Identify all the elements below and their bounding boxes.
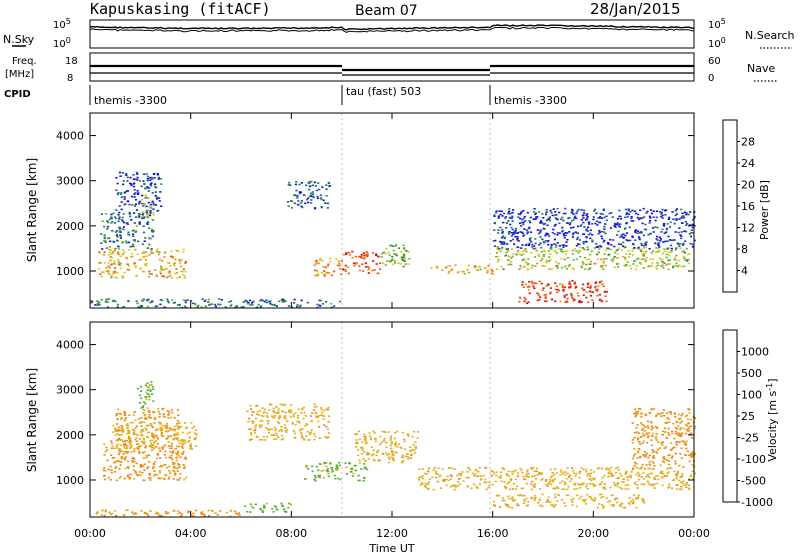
velocity-region-10 xyxy=(244,502,292,513)
power-region-9 xyxy=(495,246,691,271)
velocity-region-6 xyxy=(354,430,420,464)
noise-tick-bottom-right: 100 xyxy=(708,36,726,50)
colorbar-tick-label: -25 xyxy=(741,432,759,445)
power-region-11 xyxy=(518,280,608,305)
power-region-1 xyxy=(100,212,155,250)
velocity-region-7 xyxy=(417,466,696,491)
x-tick-label: 00:00 xyxy=(74,527,106,540)
noise-sky-series xyxy=(89,24,695,31)
power-region-10 xyxy=(492,207,697,250)
x-tick-label: 08:00 xyxy=(275,527,307,540)
velocity-y-axis: 1000 2000 3000 4000 xyxy=(56,339,694,487)
colorbar-frame xyxy=(722,329,738,503)
colorbar-tick-label: 500 xyxy=(741,367,762,380)
velocity-colorbar-label: Velocity [m s-1] xyxy=(765,378,779,461)
power-region-4 xyxy=(286,180,331,210)
nave-tick-bottom: 0 xyxy=(708,73,714,84)
power-region-2 xyxy=(115,171,163,214)
y-tick-label: 2000 xyxy=(56,220,84,233)
power-panel: 1000 2000 3000 4000 Slant Range [km] xyxy=(25,112,697,309)
cpid-segment-3: themis -3300 xyxy=(494,94,567,107)
freq-unit-label: [MHz] xyxy=(5,69,34,80)
freq-tick-bottom: 8 xyxy=(67,73,73,84)
x-tick-label: 04:00 xyxy=(175,527,207,540)
nave-label: Nave xyxy=(747,62,775,75)
colorbar-tick-label: -100 xyxy=(741,453,766,466)
nsearch-label: N.Search xyxy=(745,29,795,42)
x-tick-label: 20:00 xyxy=(577,527,609,540)
velocity-region-2 xyxy=(111,421,198,450)
x-tick-label: 16:00 xyxy=(477,527,509,540)
freq-label: Freq. xyxy=(12,56,37,67)
noise-tick-top-left: 105 xyxy=(53,17,71,31)
colorbar-tick-label: 1000 xyxy=(741,346,769,359)
y-tick-label: 2000 xyxy=(56,429,84,442)
noise-tick-bottom-left: 100 xyxy=(53,36,71,50)
velocity-colorbar: 1000 500 100 25 -25 -100 -500 -1000 xyxy=(722,329,773,509)
colorbar-tick-label: -500 xyxy=(741,475,766,488)
y-tick-label: 4000 xyxy=(56,339,84,352)
y-tick-label: 4000 xyxy=(56,130,84,143)
colorbar-tick-label: -1000 xyxy=(741,496,773,509)
colorbar-tick-label: 25 xyxy=(741,410,755,423)
cpid-row: CPID themis -3300 tau (fast) 503 themis … xyxy=(4,85,567,107)
velocity-region-0 xyxy=(102,440,188,482)
y-tick-label: 1000 xyxy=(56,265,84,278)
y-tick-label: 3000 xyxy=(56,384,84,397)
noise-panel: N.Sky 105 100 105 100 N.Search xyxy=(3,17,795,50)
time-x-axis: 00:00 04:00 08:00 12:00 16:00 20:00 00:00 xyxy=(74,113,710,540)
colorbar-tick-label: 24 xyxy=(741,157,755,170)
power-region-5 xyxy=(313,257,343,277)
colorbar-tick-label: 8 xyxy=(741,243,748,256)
power-region-7 xyxy=(380,244,411,268)
power-colorbar-label: Power [dB] xyxy=(758,180,771,240)
colorbar-tick-label: 100 xyxy=(741,389,762,402)
beam-title: Beam 07 xyxy=(355,3,418,19)
power-region-0 xyxy=(97,248,188,279)
velocity-region-4 xyxy=(246,403,331,441)
cpid-label: CPID xyxy=(4,89,31,100)
colorbar-tick-label: 4 xyxy=(741,265,748,278)
power-region-8 xyxy=(430,264,494,275)
colorbar-tick-label: 28 xyxy=(741,136,755,149)
noise-search-series xyxy=(89,26,694,33)
colorbar-tick-label: 12 xyxy=(741,222,755,235)
freq-panel: Freq. [MHz] 18 8 60 0 Nave xyxy=(5,52,778,84)
power-y-label: Slant Range [km] xyxy=(25,158,39,262)
velocity-y-label: Slant Range [km] xyxy=(25,368,39,472)
y-tick-label: 1000 xyxy=(56,474,84,487)
nave-series xyxy=(90,72,694,76)
velocity-region-9 xyxy=(631,407,696,468)
power-data xyxy=(90,113,697,309)
velocity-region-1 xyxy=(115,407,181,441)
colorbar-frame xyxy=(722,119,738,293)
freq-series xyxy=(90,64,694,72)
power-region-12 xyxy=(90,298,342,309)
date-title: 28/Jan/2015 xyxy=(590,0,681,18)
cpid-segment-2: tau (fast) 503 xyxy=(346,85,421,98)
x-axis-label: Time UT xyxy=(368,542,414,554)
velocity-panel: 1000 2000 3000 4000 Slant Range [km] xyxy=(25,321,696,518)
nsky-label: N.Sky xyxy=(3,33,35,46)
colorbar-tick-label: 16 xyxy=(741,200,755,213)
x-tick-label: 12:00 xyxy=(376,527,408,540)
colorbar-tick-label: 20 xyxy=(741,179,755,192)
power-region-6 xyxy=(342,250,382,275)
velocity-region-3 xyxy=(136,381,155,409)
station-title: Kapuskasing (fitACF) xyxy=(90,0,271,18)
velocity-data xyxy=(95,322,696,518)
nave-tick-top: 60 xyxy=(708,56,721,67)
velocity-region-11 xyxy=(95,509,241,518)
power-y-axis: 1000 2000 3000 4000 xyxy=(56,130,694,278)
y-tick-label: 3000 xyxy=(56,175,84,188)
cpid-segment-1: themis -3300 xyxy=(94,94,167,107)
x-tick-label: 00:00 xyxy=(678,527,710,540)
power-region-3 xyxy=(140,194,155,218)
velocity-region-8 xyxy=(492,493,646,509)
power-colorbar: 4 8 12 16 20 24 28 xyxy=(722,119,755,293)
velocity-region-5 xyxy=(304,461,369,482)
freq-tick-top: 18 xyxy=(65,56,78,67)
noise-tick-top-right: 105 xyxy=(708,17,726,31)
